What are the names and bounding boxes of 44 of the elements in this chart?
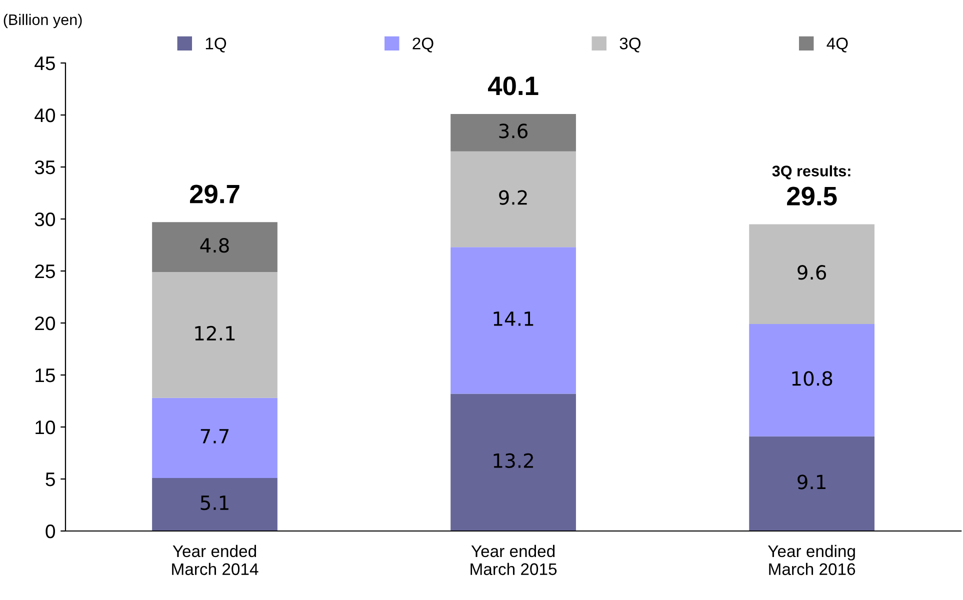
bar <box>152 222 278 272</box>
annotation: 3Q results: <box>772 165 850 180</box>
x-tick-label: Year ended March 2014 <box>172 544 258 576</box>
data-label: 5.1 <box>200 496 228 510</box>
y-tick-label: 5 <box>46 472 55 486</box>
bar <box>152 272 278 398</box>
y-axis-title: (Billion yen) <box>4 14 82 28</box>
data-label: 12.1 <box>195 326 235 340</box>
y-tick-label: 10 <box>36 420 56 434</box>
bar <box>450 394 576 531</box>
y-tick-label: 25 <box>35 264 55 278</box>
y-tick-label: 20 <box>35 316 56 330</box>
bar <box>152 478 278 531</box>
y-tick-label: 35 <box>34 160 55 174</box>
bar <box>450 151 576 248</box>
data-label: 9.1 <box>798 474 826 490</box>
data-label: 7.7 <box>200 429 229 444</box>
bar <box>450 247 576 394</box>
x-tick-label: Year ended March 2015 <box>470 544 557 576</box>
data-label: 10.8 <box>792 371 832 386</box>
bar <box>749 324 874 436</box>
bar <box>749 224 874 324</box>
legend-label: 1Q <box>206 38 226 52</box>
legend-label: 2Q <box>412 38 434 52</box>
data-label: 4.8 <box>200 238 229 253</box>
data-label: 13.2 <box>494 453 533 468</box>
bar <box>450 114 576 152</box>
y-tick-label: 15 <box>36 368 55 382</box>
total-label: 29.5 <box>787 186 837 206</box>
y-tick-label: 45 <box>34 56 55 70</box>
legend-label: 4Q <box>826 38 848 52</box>
total-label: 40.1 <box>488 76 538 96</box>
bar <box>749 436 874 531</box>
bar <box>152 398 278 478</box>
total-label: 29.7 <box>190 184 240 204</box>
data-label: 3.6 <box>499 124 528 138</box>
x-tick-label: Year ending March 2016 <box>768 544 856 576</box>
data-label: 14.1 <box>494 312 534 326</box>
y-tick-label: 40 <box>34 108 56 122</box>
data-label: 9.2 <box>499 190 527 205</box>
legend-label: 3Q <box>620 38 641 52</box>
data-label: 9.6 <box>798 265 826 280</box>
y-tick-label: 30 <box>34 212 56 226</box>
y-tick-label: 0 <box>46 524 55 538</box>
